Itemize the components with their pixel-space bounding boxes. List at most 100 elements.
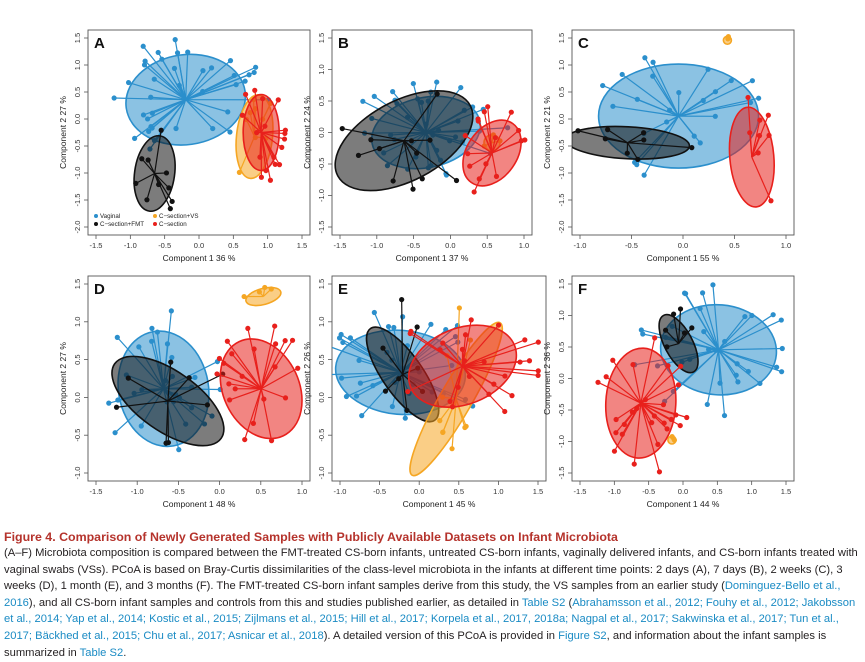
csection-spoke <box>226 340 262 390</box>
vaginal-spoke <box>185 70 204 101</box>
vaginal-point <box>106 400 112 406</box>
fmt-point <box>144 197 150 203</box>
vaginal-point <box>779 369 785 375</box>
vaginal-point <box>227 58 234 64</box>
csection-spoke <box>462 365 506 377</box>
vaginal-point <box>154 329 160 335</box>
x-tick-label: 0.0 <box>214 487 224 496</box>
vaginal-point <box>385 323 392 330</box>
citation-list-link[interactable]: Abrahamsson et al., 2012; Fouhy et al., … <box>4 596 856 642</box>
vaginal-point <box>185 49 191 55</box>
vaginal-point <box>749 78 755 84</box>
csection-point <box>595 379 601 385</box>
vaginal-point <box>151 76 157 82</box>
vaginal-point <box>164 341 171 347</box>
vaginal-spoke <box>185 99 231 133</box>
vaginal-spoke <box>718 315 753 351</box>
fmt-spoke <box>403 140 423 180</box>
vaginal-point <box>778 317 784 323</box>
x-tick-label: 1.0 <box>746 487 756 496</box>
csection-spoke <box>491 130 520 154</box>
csection-spoke <box>442 342 463 367</box>
vaginal-point <box>402 415 408 421</box>
y-tick-label: 1.0 <box>73 60 82 70</box>
y-tick-label: 1.0 <box>557 60 566 70</box>
csection-point <box>619 431 625 437</box>
vaginal-point <box>114 334 120 340</box>
csection-spoke <box>749 132 753 158</box>
y-tick-label: -2.0 <box>73 221 82 234</box>
csection-point <box>229 351 235 357</box>
fmt-spoke <box>626 142 639 160</box>
x-tick-label: 1.0 <box>297 487 307 496</box>
fmt-point <box>641 137 647 143</box>
panel-a: -1.5 -1.0 -0.5 0.0 0.5 1.0 1.5 1.5 1.0 0.5 0.0 -0.5… <box>58 29 311 263</box>
csection-point <box>289 337 296 343</box>
fmt-point <box>139 156 145 162</box>
csection-point <box>630 361 636 368</box>
csection-point <box>517 359 523 365</box>
fmt-point <box>677 306 684 312</box>
plot-area <box>111 37 289 213</box>
vs-point <box>463 423 469 429</box>
y-tick-label: -0.5 <box>317 158 326 171</box>
x-tick-label: 0.0 <box>678 487 688 496</box>
csection-spoke <box>228 383 262 390</box>
fmt-point <box>339 125 345 132</box>
csection-spoke <box>244 388 262 440</box>
y-axis-label: Component 2 27 % <box>58 342 68 415</box>
csection-spoke <box>216 373 262 390</box>
csection-spoke <box>462 361 521 367</box>
fmt-spoke <box>116 400 168 408</box>
x-tick-label: 0.5 <box>256 487 266 496</box>
fmt-spoke <box>154 173 170 189</box>
csection-point <box>613 416 619 423</box>
fmt-point <box>355 152 362 158</box>
csection-spoke <box>260 132 281 165</box>
vaginal-spoke <box>185 99 214 129</box>
csection-point <box>485 104 491 110</box>
vaginal-spoke <box>678 101 751 117</box>
csection-spoke <box>605 376 642 404</box>
pcoa-figure: -1.5 -1.0 -0.5 0.0 0.5 1.0 1.5 1.5 1.0 0.5 0.0 -0.5… <box>58 29 795 509</box>
csection-point <box>502 373 508 379</box>
panel-f: -1.5 -1.0 -0.5 0.0 0.5 1.0 1.5 1.5 1.0 0.5 0.0 -0.5… <box>542 275 795 509</box>
csection-spoke <box>462 365 539 372</box>
fmt-point <box>163 440 169 446</box>
csection-point <box>610 357 616 363</box>
csection-spoke <box>640 402 659 445</box>
table-s2-link[interactable]: Table S2 <box>79 646 124 659</box>
csection-point <box>272 341 279 347</box>
csection-spoke <box>409 333 463 367</box>
figure-s2-link[interactable]: Figure S2 <box>558 629 607 642</box>
fmt-spoke <box>382 347 404 375</box>
y-tick-label: 1.0 <box>317 64 326 74</box>
x-tick-label: 1.0 <box>493 487 503 496</box>
csection-spoke <box>260 131 285 140</box>
table-s2-link[interactable]: Table S2 <box>521 596 566 609</box>
csection-point <box>535 368 541 374</box>
csection-point <box>509 393 515 399</box>
y-tick-label: 0.0 <box>73 114 82 124</box>
fmt-point <box>414 324 420 330</box>
vaginal-point <box>225 109 231 115</box>
vaginal-point <box>619 71 625 78</box>
legend-marker <box>94 214 98 218</box>
csection-spoke <box>260 132 267 171</box>
fmt-point <box>419 176 425 182</box>
vaginal-point <box>458 84 464 91</box>
vs-point <box>268 286 274 292</box>
x-tick-label: -1.5 <box>574 487 587 496</box>
csection-point <box>629 409 636 415</box>
fmt-spoke <box>627 142 692 149</box>
vaginal-spoke <box>175 99 187 129</box>
plot-area <box>106 284 303 453</box>
citation-link[interactable]: Dominguez-Bello et al., 2016 <box>4 580 841 609</box>
y-tick-label: 0.5 <box>73 87 82 97</box>
vaginal-point <box>757 380 763 387</box>
csection-spoke <box>462 365 513 397</box>
csection-point <box>664 426 670 432</box>
caption-text-6: . <box>123 646 127 659</box>
panel-letter: C <box>578 35 589 52</box>
vaginal-spoke <box>644 57 680 117</box>
